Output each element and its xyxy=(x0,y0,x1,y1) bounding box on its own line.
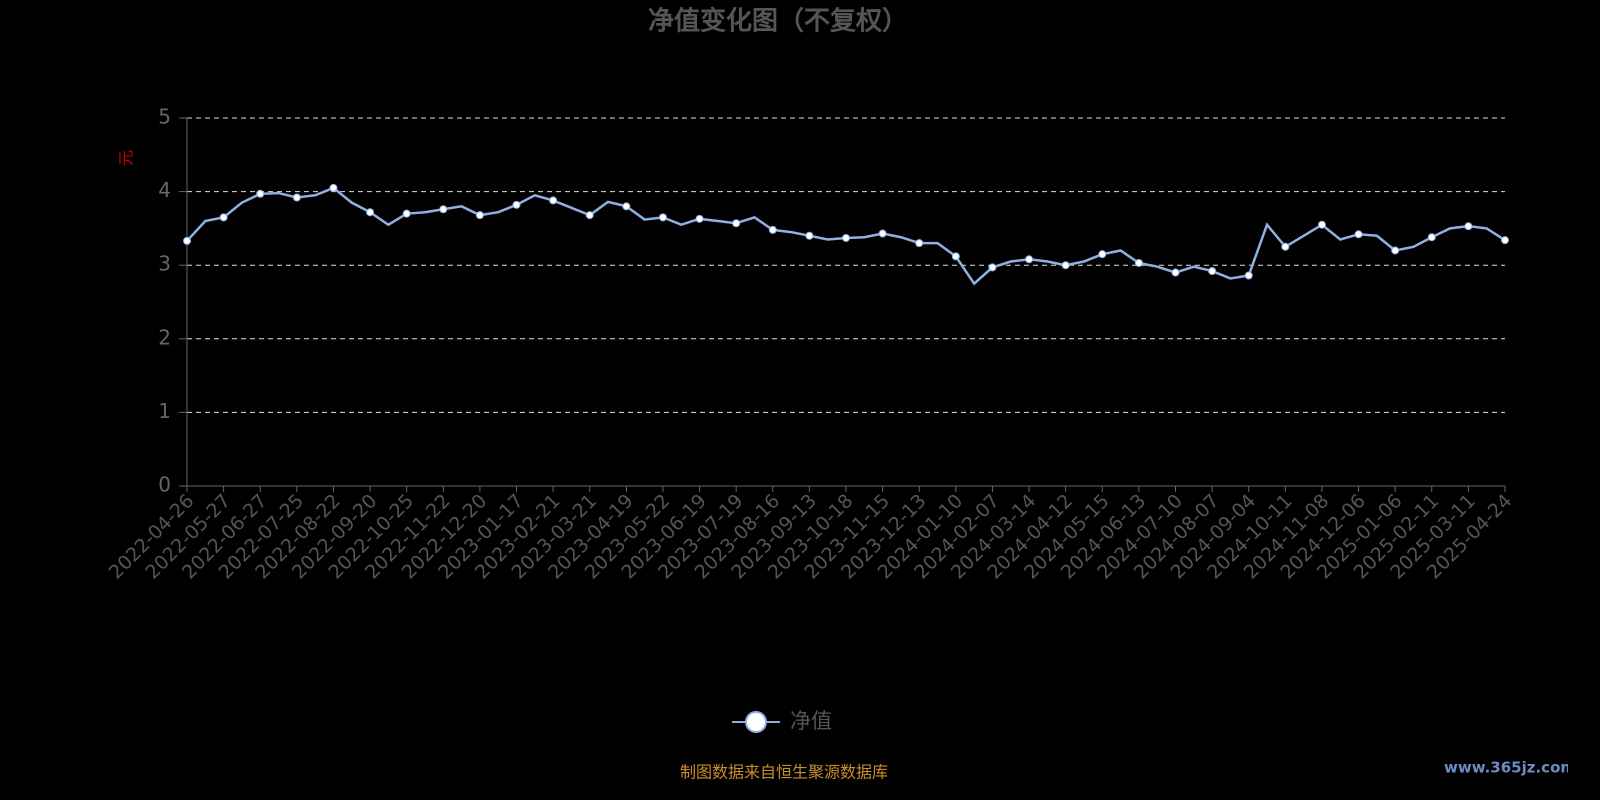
data-point xyxy=(1354,230,1363,239)
data-point xyxy=(402,209,411,218)
data-point xyxy=(1061,261,1070,270)
data-point xyxy=(658,213,667,222)
data-point xyxy=(439,205,448,214)
y-axis-label: 元 xyxy=(117,150,136,166)
data-point xyxy=(695,214,704,223)
footer: 制图数据来自恒生聚源数据库 xyxy=(680,763,888,782)
data-point xyxy=(878,229,887,238)
data-point xyxy=(512,200,521,209)
y-tick-label: 4 xyxy=(158,178,171,202)
data-point xyxy=(1391,246,1400,255)
data-point xyxy=(1171,268,1180,277)
data-point xyxy=(1244,271,1253,280)
chart: 净值变化图（不复权） 元 制图数据来自恒生聚源数据库 www.365jz.com… xyxy=(105,6,1568,782)
data-point xyxy=(585,211,594,220)
data-point xyxy=(768,225,777,234)
y-tick-label: 1 xyxy=(158,399,171,423)
data-point xyxy=(842,233,850,242)
data-point xyxy=(219,213,228,222)
data-point xyxy=(805,231,814,240)
chart-title: 净值变化图（不复权） xyxy=(648,6,908,37)
data-point xyxy=(329,183,338,192)
y-tick-label: 0 xyxy=(158,473,171,497)
data-point xyxy=(475,211,484,220)
data-point xyxy=(1501,236,1509,245)
data-point xyxy=(988,263,997,272)
legend-marker xyxy=(745,711,767,733)
data-point xyxy=(1208,267,1217,276)
data-point xyxy=(1427,233,1436,242)
data-point xyxy=(1464,222,1473,231)
data-point xyxy=(256,189,265,198)
data-point xyxy=(1134,258,1143,267)
legend-label: 净值 xyxy=(790,709,832,733)
data-point xyxy=(292,193,301,202)
data-point xyxy=(183,236,191,245)
data-point xyxy=(1317,220,1326,229)
data-point xyxy=(1281,242,1290,251)
data-point xyxy=(549,196,558,205)
data-point xyxy=(1098,250,1107,259)
data-point xyxy=(622,202,631,211)
y-tick-label: 5 xyxy=(158,105,171,129)
data-point xyxy=(366,208,375,217)
y-tick-label: 3 xyxy=(158,252,171,276)
data-point xyxy=(951,252,960,261)
data-point xyxy=(1025,255,1034,264)
y-tick-label: 2 xyxy=(158,325,171,349)
watermark: www.365jz.com xyxy=(1444,759,1568,777)
data-point xyxy=(732,219,741,228)
data-point xyxy=(915,239,924,248)
